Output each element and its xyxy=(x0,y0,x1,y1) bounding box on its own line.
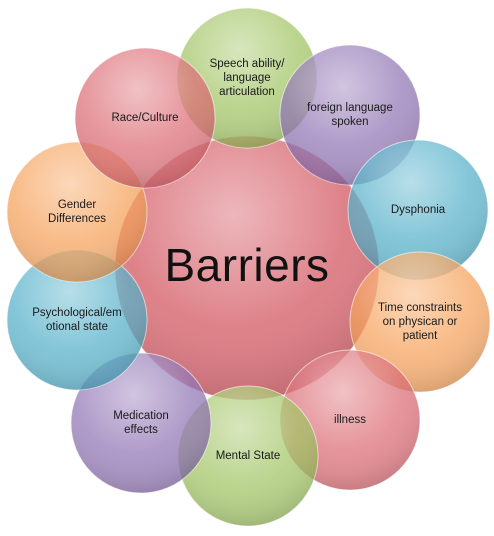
center-title: Barriers xyxy=(140,230,354,300)
node-circle-race-shine xyxy=(75,48,215,188)
